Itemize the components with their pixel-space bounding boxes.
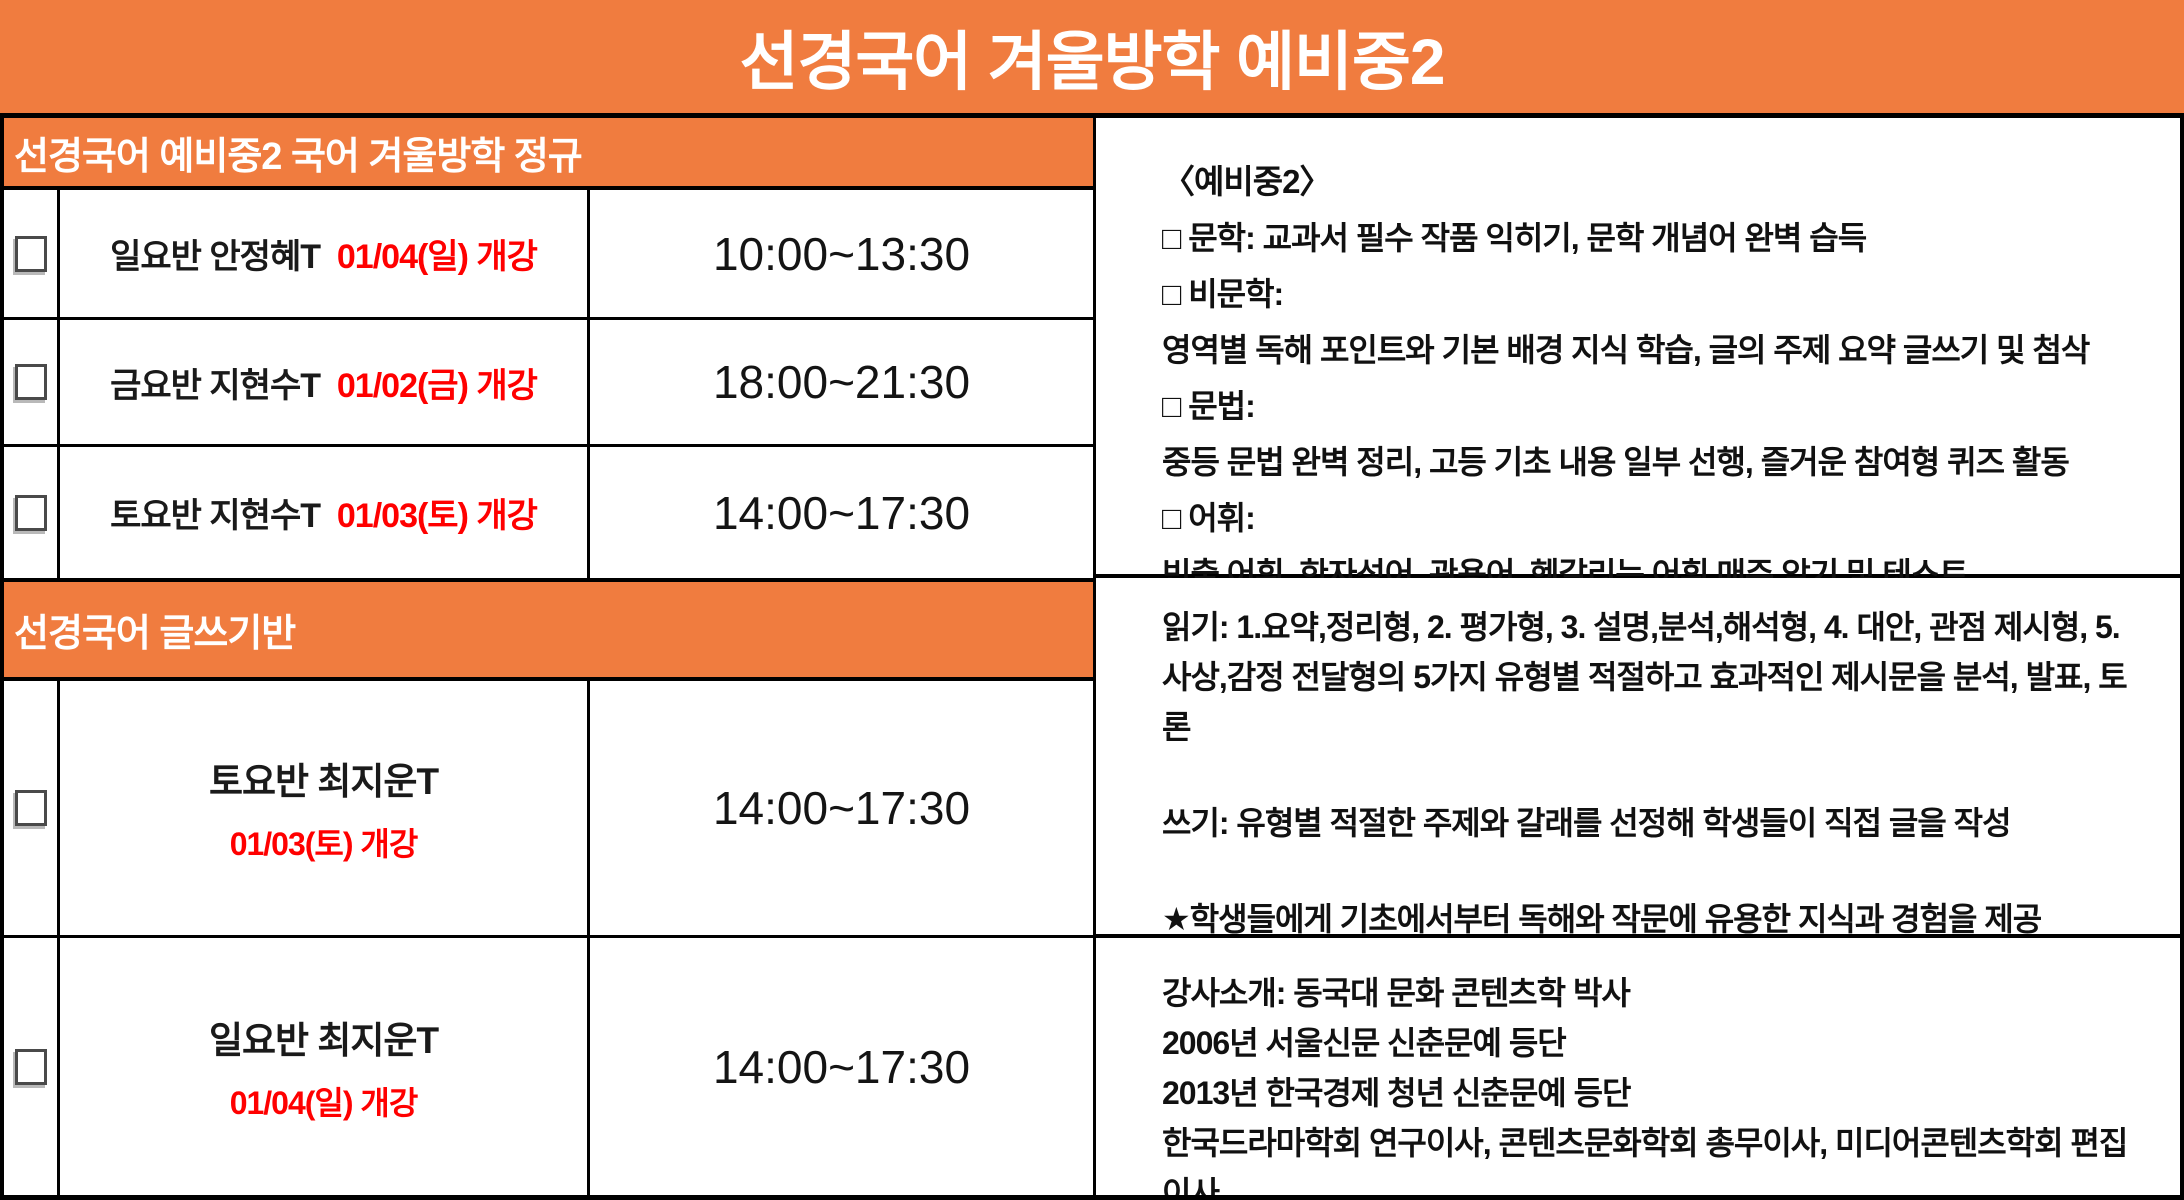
course-name: 토요반 지현수T 01/03(토) 개강 [110, 488, 538, 537]
course-time: 14:00~17:30 [712, 1040, 971, 1093]
row-checkbox-cell [4, 320, 60, 444]
course-time: 10:00~13:30 [712, 227, 971, 280]
curriculum-line: □ 어휘: [1162, 500, 1256, 536]
course-time-cell: 14:00~17:30 [590, 681, 1093, 935]
curriculum-line: □ 문법: [1162, 388, 1256, 424]
writing-class-paragraph: 읽기: 1.요약,정리형, 2. 평가형, 3. 설명,분석,해석형, 4. 대… [1162, 609, 2128, 745]
course-class: 일요반 안정혜T [110, 238, 329, 276]
instructor-line: 2006년 서울신문 신춘문예 등단 [1162, 1025, 1567, 1061]
section-header-label: 선경국어 예비중2 국어 겨울방학 정규 [14, 135, 583, 178]
checkbox-icon[interactable] [14, 1048, 47, 1085]
instructor-line: 2013년 한국경제 청년 신춘문예 등단 [1162, 1075, 1631, 1111]
instructor-line: 한국드라마학회 연구이사, 콘텐츠문화학회 총무이사, 미디어콘텐츠학회 편집이… [1162, 1125, 2128, 1200]
course-time: 14:00~17:30 [712, 782, 971, 834]
curriculum-details-panel: 〈예비중2〉 □ 문학: 교과서 필수 작품 익히기, 문학 개념어 완벽 습득… [1096, 118, 2184, 592]
checkbox-icon[interactable] [14, 790, 47, 826]
course-start-date: 01/03(토) 개강 [336, 497, 538, 535]
checkbox-icon[interactable] [14, 364, 47, 400]
course-time-cell: 14:00~17:30 [590, 447, 1093, 578]
row-checkbox-cell [4, 938, 60, 1195]
table-bottom-border [0, 1195, 2184, 1200]
writing-class-details-panel: 읽기: 1.요약,정리형, 2. 평가형, 3. 설명,분석,해석형, 4. 대… [1096, 578, 2184, 938]
course-class: 토요반 최지운T [208, 761, 439, 802]
curriculum-line: 중등 문법 완벽 정리, 고등 기초 내용 일부 선행, 즐거운 참여형 퀴즈 … [1162, 444, 2070, 480]
row-checkbox-cell [4, 190, 60, 317]
course-name-cell: 금요반 지현수T 01/02(금) 개강 [60, 320, 590, 444]
instructor-line: 강사소개: 동국대 문화 콘텐츠학 박사 [1162, 975, 1631, 1011]
course-class: 일요반 최지운T [208, 1019, 439, 1061]
course-row: 일요반 최지운T 01/04(일) 개강 14:00~17:30 [0, 938, 1096, 1195]
curriculum-line: □ 비문학: [1162, 276, 1284, 312]
course-row: 토요반 지현수T 01/03(토) 개강 14:00~17:30 [0, 447, 1096, 578]
course-name: 일요반 안정혜T 01/04(일) 개강 [110, 229, 538, 278]
writing-class-paragraph: 쓰기: 유형별 적절한 주제와 갈래를 선정해 학생들이 직접 글을 작성 [1162, 805, 2012, 841]
course-name-cell: 토요반 지현수T 01/03(토) 개강 [60, 447, 590, 578]
row-checkbox-cell [4, 447, 60, 578]
course-name-cell: 일요반 안정혜T 01/04(일) 개강 [60, 190, 590, 317]
course-start-date: 01/02(금) 개강 [336, 366, 538, 405]
course-row: 금요반 지현수T 01/02(금) 개강 18:00~21:30 [0, 320, 1096, 447]
course-name-cell: 토요반 최지운T 01/03(토) 개강 [60, 681, 590, 935]
course-name: 금요반 지현수T 01/02(금) 개강 [110, 358, 538, 407]
curriculum-line: 영역별 독해 포인트와 기본 배경 지식 학습, 글의 주제 요약 글쓰기 및 … [1162, 332, 2090, 368]
course-time-cell: 10:00~13:30 [590, 190, 1093, 317]
title-banner: 선경국어 겨울방학 예비중2 [0, 0, 2184, 118]
row-checkbox-cell [4, 681, 60, 935]
instructor-details-panel: 강사소개: 동국대 문화 콘텐츠학 박사 2006년 서울신문 신춘문예 등단 … [1096, 938, 2184, 1200]
section-header-label: 선경국어 글쓰기반 [14, 613, 296, 655]
course-row: 일요반 안정혜T 01/04(일) 개강 10:00~13:30 [0, 190, 1096, 320]
checkbox-icon[interactable] [14, 494, 47, 531]
curriculum-line: □ 문학: 교과서 필수 작품 익히기, 문학 개념어 완벽 습득 [1162, 220, 1867, 256]
course-class: 금요반 지현수T [110, 366, 329, 405]
checkbox-icon[interactable] [14, 235, 47, 272]
course-row: 토요반 최지운T 01/03(토) 개강 14:00~17:30 [0, 681, 1096, 938]
course-name-cell: 일요반 최지운T 01/04(일) 개강 [60, 938, 590, 1195]
course-time-cell: 18:00~21:30 [590, 320, 1093, 444]
course-class: 토요반 지현수T [110, 497, 329, 535]
course-start-date: 01/04(일) 개강 [336, 238, 538, 276]
course-start-date: 01/04(일) 개강 [229, 1084, 419, 1121]
section-header-regular: 선경국어 예비중2 국어 겨울방학 정규 [0, 118, 1096, 190]
course-start-date: 01/03(토) 개강 [229, 826, 419, 862]
section-header-writing: 선경국어 글쓰기반 [0, 578, 1096, 681]
course-time: 14:00~17:30 [712, 486, 971, 539]
curriculum-title: 〈예비중2〉 [1162, 163, 1332, 200]
course-time: 18:00~21:30 [712, 356, 971, 408]
writing-class-paragraph: ★학생들에게 기초에서부터 독해와 작문에 유용한 지식과 경험을 제공 [1162, 901, 2042, 937]
page-title: 선경국어 겨울방학 예비중2 [739, 25, 1446, 98]
course-time-cell: 14:00~17:30 [590, 938, 1093, 1195]
